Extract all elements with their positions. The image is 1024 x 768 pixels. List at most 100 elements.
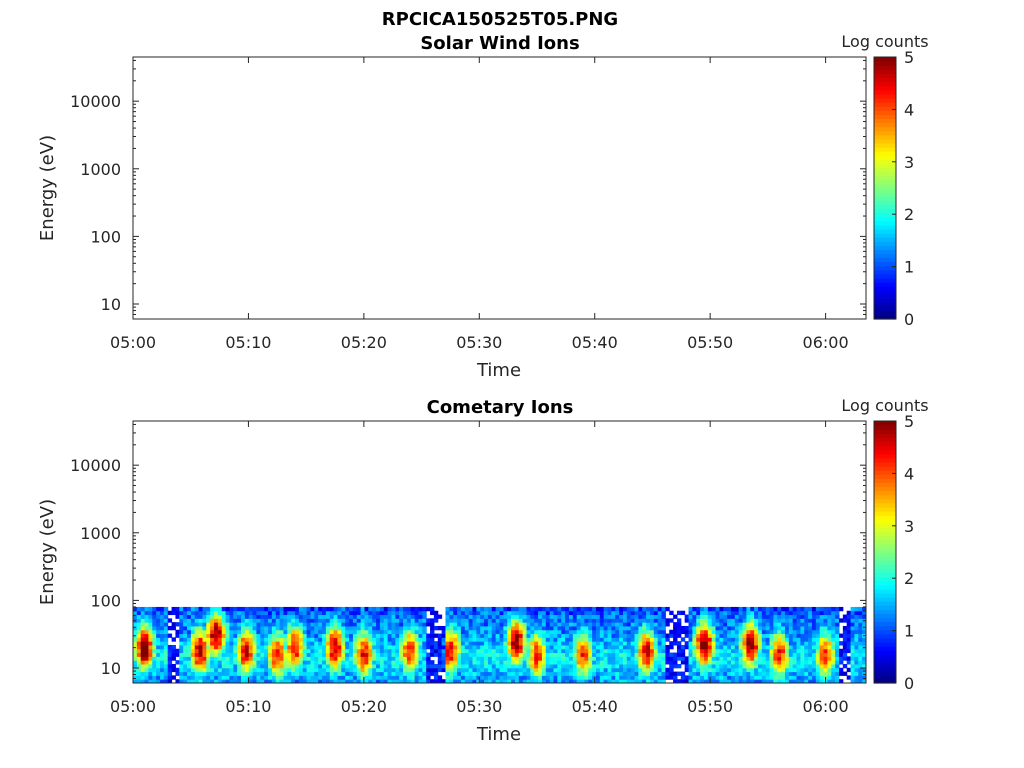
heatmap-cell <box>688 660 693 665</box>
heatmap-cell <box>210 618 215 623</box>
heatmap-cell <box>453 652 458 657</box>
heatmap-cell <box>210 637 215 642</box>
heatmap-cell <box>433 644 439 650</box>
heatmap-cell <box>754 656 759 661</box>
heatmap-cell <box>746 652 751 657</box>
heatmap-cell <box>318 625 323 631</box>
heatmap-cell <box>133 679 138 684</box>
heatmap-cell <box>229 625 234 631</box>
heatmap-cell <box>256 644 261 650</box>
heatmap-cell <box>715 606 720 612</box>
heatmap-cell <box>557 610 562 616</box>
heatmap-cell <box>619 614 624 619</box>
heatmap-cell <box>815 633 821 638</box>
heatmap-cell <box>457 610 462 616</box>
heatmap-cell <box>449 644 454 650</box>
heatmap-cell <box>291 675 296 680</box>
heatmap-cell <box>383 637 389 642</box>
heatmap-cell <box>484 614 489 619</box>
heatmap-cell <box>611 633 616 638</box>
heatmap-cell <box>796 637 801 642</box>
heatmap-cell <box>179 610 184 616</box>
heatmap-cell <box>179 641 184 646</box>
heatmap-cell <box>337 633 342 638</box>
heatmap-cell <box>858 625 863 631</box>
heatmap-cell <box>140 610 146 616</box>
heatmap-cell <box>437 625 443 631</box>
heatmap-cell <box>646 663 651 669</box>
heatmap-cell <box>835 633 840 638</box>
heatmap-cell <box>395 663 400 669</box>
heatmap-cell <box>210 625 215 631</box>
heatmap-cell <box>746 606 751 612</box>
heatmap-cell <box>264 606 269 612</box>
heatmap-cell <box>399 679 404 684</box>
heatmap-cell <box>156 618 161 623</box>
heatmap-cell <box>406 618 412 623</box>
heatmap-cell <box>464 622 470 627</box>
heatmap-cell <box>769 675 774 680</box>
heatmap-cell <box>499 656 504 661</box>
heatmap-cell <box>792 648 798 654</box>
heatmap-cell <box>653 667 659 673</box>
heatmap-cell <box>738 675 744 680</box>
heatmap-cell <box>522 610 528 616</box>
heatmap-cell <box>237 663 242 669</box>
heatmap-cell <box>136 606 142 612</box>
heatmap-cell <box>283 667 288 673</box>
heatmap-cell <box>599 656 605 661</box>
heatmap-cell <box>487 618 493 623</box>
heatmap-cell <box>457 614 462 619</box>
heatmap-cell <box>526 675 531 680</box>
heatmap-cell <box>252 633 257 638</box>
heatmap-cell <box>271 644 277 650</box>
heatmap-cell <box>808 622 813 627</box>
heatmap-cell <box>711 644 717 650</box>
heatmap-cell <box>140 618 146 623</box>
heatmap-cell <box>210 679 215 684</box>
heatmap-cell <box>835 652 840 657</box>
heatmap-cell <box>410 679 416 684</box>
heatmap-cell <box>669 629 674 635</box>
heatmap-cell <box>279 633 284 638</box>
heatmap-cell <box>287 618 292 623</box>
heatmap-cell <box>372 679 377 684</box>
heatmap-cell <box>376 614 381 619</box>
heatmap-cell <box>160 610 165 616</box>
heatmap-cell <box>298 675 304 680</box>
heatmap-cell <box>333 618 338 623</box>
heatmap-cell <box>622 656 628 661</box>
heatmap-cell <box>140 633 146 638</box>
colorbar-cell <box>874 584 896 590</box>
heatmap-cell <box>387 637 392 642</box>
heatmap-cell <box>271 641 277 646</box>
colorbar-cell <box>874 482 896 488</box>
heatmap-cell <box>808 679 813 684</box>
heatmap-cell <box>241 625 246 631</box>
heatmap-cell <box>715 622 720 627</box>
heatmap-cell <box>823 614 828 619</box>
heatmap-cell <box>160 614 165 619</box>
heatmap-cell <box>761 675 767 680</box>
colorbar-cell <box>874 609 896 615</box>
heatmap-cell <box>136 648 142 654</box>
heatmap-cell <box>738 606 744 612</box>
heatmap-cell <box>256 679 261 684</box>
heatmap-cell <box>676 671 682 676</box>
heatmap-cell <box>773 633 778 638</box>
heatmap-cell <box>221 610 227 616</box>
heatmap-cell <box>549 644 555 650</box>
heatmap-cell <box>576 610 582 616</box>
heatmap-cell <box>329 663 335 669</box>
heatmap-cell <box>730 648 736 654</box>
heatmap-cell <box>271 625 277 631</box>
heatmap-cell <box>160 618 165 623</box>
heatmap-cell <box>241 606 246 612</box>
heatmap-cell <box>707 625 713 631</box>
heatmap-cell <box>642 679 647 684</box>
heatmap-cell <box>700 622 705 627</box>
heatmap-cell <box>229 633 234 638</box>
heatmap-cell <box>723 644 728 650</box>
heatmap-cell <box>553 610 558 616</box>
heatmap-cell <box>194 633 200 638</box>
